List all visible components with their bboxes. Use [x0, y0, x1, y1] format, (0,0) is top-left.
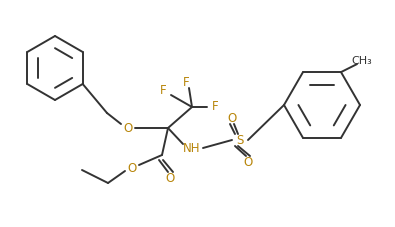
Text: O: O	[166, 172, 175, 185]
Text: CH₃: CH₃	[352, 56, 372, 66]
Text: O: O	[228, 111, 237, 124]
Text: F: F	[182, 76, 189, 89]
Text: O: O	[123, 121, 133, 135]
Text: F: F	[212, 101, 218, 114]
Text: S: S	[236, 133, 244, 146]
Text: O: O	[243, 155, 253, 168]
Text: F: F	[160, 84, 166, 96]
Text: O: O	[127, 161, 137, 175]
Text: NH: NH	[183, 141, 201, 155]
